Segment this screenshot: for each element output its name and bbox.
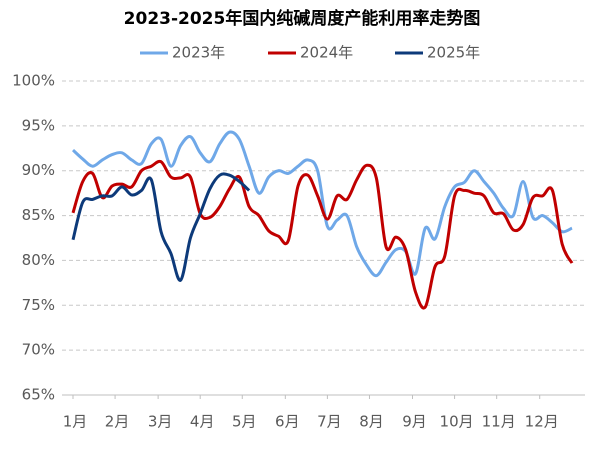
x-tick-label: 10月 [440,413,474,431]
x-tick-label: 7月 [317,413,342,431]
chart-title: 2023-2025年国内纯碱周度产能利用率走势图 [124,8,481,29]
y-tick-label: 75% [22,296,55,314]
x-tick-label: 6月 [275,413,300,431]
y-tick-label: 90% [22,161,55,179]
x-tick-label: 2月 [105,413,130,431]
legend-label: 2025年 [427,44,480,62]
legend-label: 2023年 [172,44,225,62]
series-line [71,172,251,282]
y-tick-label: 70% [22,341,55,359]
series-line [71,159,574,310]
y-tick-label: 100% [12,72,55,90]
x-tick-label: 9月 [402,413,427,431]
y-tick-label: 65% [22,386,55,404]
x-tick-label: 8月 [359,413,384,431]
x-tick-label: 4月 [190,413,215,431]
legend-label: 2024年 [300,44,353,62]
y-tick-label: 95% [22,116,55,134]
x-tick-label: 3月 [148,413,173,431]
series-line [71,130,573,278]
y-tick-label: 80% [22,251,55,269]
x-tick-label: 1月 [63,413,88,431]
x-tick-label: 5月 [232,413,257,431]
x-tick-label: 11月 [482,413,516,431]
x-tick-label: 12月 [525,413,559,431]
y-tick-label: 85% [22,206,55,224]
